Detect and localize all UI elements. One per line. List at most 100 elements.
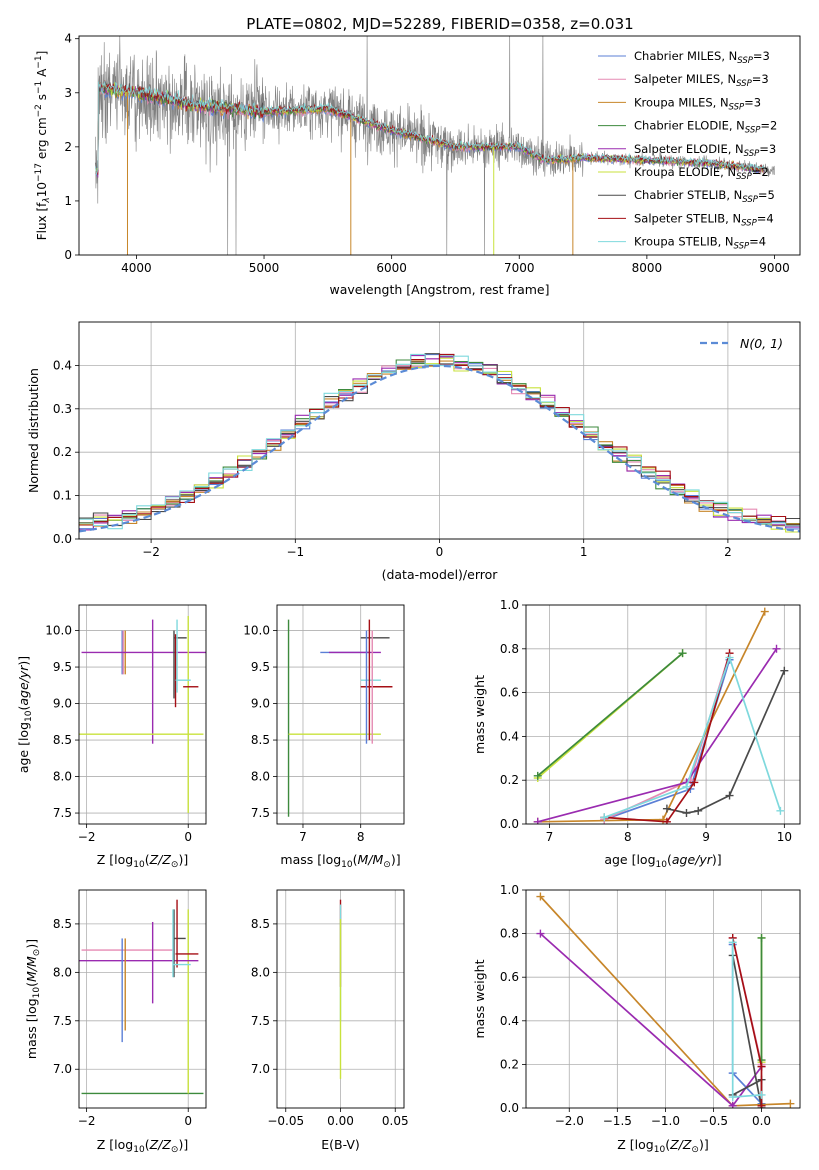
weight-marker: [690, 778, 699, 787]
label-part: 10: [654, 1145, 666, 1155]
y-tick-label: 8.5: [251, 917, 270, 931]
y-tick-label: 0.4: [500, 729, 519, 743]
label-part: ⊙: [691, 1145, 699, 1155]
y-tick-label: 8.0: [53, 965, 72, 979]
label-part: mass [log: [24, 998, 39, 1059]
label-part: −17: [34, 163, 44, 182]
x-tick-label: −2: [78, 830, 96, 844]
label-part: −1: [34, 81, 44, 94]
x-tick-label: 5000: [249, 261, 280, 275]
label-part: s: [35, 94, 49, 104]
x-tick-label: 0: [184, 830, 192, 844]
weight-marker: [728, 1093, 737, 1102]
legend-label: N(0, 1): [740, 336, 783, 351]
weight-marker: [694, 806, 703, 815]
y-tick-label: 1: [64, 194, 72, 208]
axes-frame: [276, 604, 405, 825]
label-part: SSP: [736, 172, 752, 182]
axes-frame: [525, 604, 801, 825]
label-part: Z [log: [97, 1137, 133, 1152]
weight-line-5: [537, 652, 684, 777]
label-part: ]: [35, 51, 49, 56]
x-tick-label: 7: [546, 830, 554, 844]
axes-frame: [78, 321, 801, 540]
weight-marker: [533, 817, 542, 824]
label-part: Salpeter STELIB, N: [634, 211, 741, 225]
legend-label: Kroupa STELIB, NSSP=4: [634, 235, 766, 252]
x-tick-label: 0.00: [327, 1114, 354, 1128]
label-part: λ: [42, 197, 52, 203]
label-part: 10: [656, 860, 668, 870]
plot-area: [95, 36, 775, 255]
weight-marker: [728, 938, 737, 947]
mass-vs-extinction-panel: −0.05 0.00 0.05 7.0 7.5 8.0 8.5 E(B-V): [251, 889, 409, 1152]
weight-marker: [725, 653, 734, 662]
weight-marker: [757, 1101, 766, 1108]
label-part: 10: [341, 860, 353, 870]
x-tick-label: 2: [724, 545, 732, 559]
weight-marker: [725, 791, 734, 800]
plot-area: [79, 615, 206, 814]
label-part: M/M: [24, 956, 39, 982]
x-tick-label: −0.05: [267, 1114, 304, 1128]
weight-marker: [536, 929, 545, 938]
label-part: SSP: [744, 149, 760, 159]
x-axis-label: age [log10(age/yr)]: [604, 852, 721, 870]
weight-marker: [662, 804, 671, 813]
label-part: (: [24, 982, 39, 987]
legend-label: Kroupa MILES, NSSP=3: [634, 95, 761, 112]
label-part: )]: [391, 852, 401, 867]
label-part: 10: [35, 182, 49, 197]
weight-marker: [757, 933, 766, 942]
weight-marker: [772, 644, 781, 653]
weight-marker: [536, 892, 545, 901]
label-part: (: [667, 852, 672, 867]
label-part: =3: [759, 142, 776, 156]
x-tick-label: 0: [436, 545, 444, 559]
label-part: =5: [758, 188, 775, 202]
label-part: M/M: [358, 852, 384, 867]
residuals-panel: −2 −1 0 1 2 0.0 0.1 0.2 0.3 0.4 N(0, 1) (data-model…: [26, 321, 801, 582]
label-part: =2: [752, 165, 769, 179]
label-part: 10: [32, 987, 42, 999]
label-part: (: [16, 706, 31, 711]
label-part: 10: [24, 710, 34, 722]
plot-area: [533, 607, 789, 824]
legend-label: Salpeter MILES, NSSP=3: [634, 72, 769, 89]
label-part: mass [log: [280, 852, 341, 867]
label-part: 10: [133, 860, 145, 870]
y-tick-label: 0.4: [500, 1014, 519, 1028]
y-tick-label: 8.5: [53, 917, 72, 931]
x-tick-label: 0.05: [382, 1114, 409, 1128]
x-tick-label: 9000: [759, 261, 790, 275]
y-tick-label: 9.0: [53, 697, 72, 711]
axes-frame: [78, 604, 207, 825]
y-tick-label: 0.6: [500, 686, 519, 700]
y-axis-label: mass weight: [472, 675, 487, 754]
label-part: −2: [34, 104, 44, 117]
legend-label: Kroupa ELODIE, NSSP=2: [634, 165, 769, 182]
label-part: =4: [757, 211, 774, 225]
y-tick-label: 0.4: [53, 358, 72, 372]
x-tick-label: −1.0: [651, 1114, 680, 1128]
age-vs-mass-panel: 7 8 7.5 8.0 8.5 9.0 9.5 10.0 mass [log10(M/M⊙)]: [243, 604, 405, 870]
label-part: SSP: [741, 218, 757, 228]
label-part: Z/Z: [149, 852, 172, 867]
y-tick-label: 8.0: [251, 770, 270, 784]
label-part: Salpeter MILES, N: [634, 72, 736, 86]
weight-marker: [780, 666, 789, 675]
y-tick-label: 7.0: [53, 1062, 72, 1076]
x-tick-label: 7000: [504, 261, 535, 275]
label-part: age/yr: [16, 665, 31, 706]
y-tick-label: 0.2: [53, 445, 72, 459]
label-part: =3: [753, 49, 770, 63]
label-part: SSP: [736, 79, 752, 89]
age-vs-metallicity-panel: −2 07.58.08.59.09.510.0Z [log10(Z/Z⊙)]age…: [16, 604, 207, 870]
y-tick-label: 0.8: [500, 927, 519, 941]
label-part: Z/Z: [669, 1137, 692, 1152]
x-tick-label: 6000: [376, 261, 407, 275]
weight-marker: [728, 1101, 737, 1108]
x-tick-label: 1: [580, 545, 588, 559]
y-tick-label: 10.0: [243, 624, 270, 638]
